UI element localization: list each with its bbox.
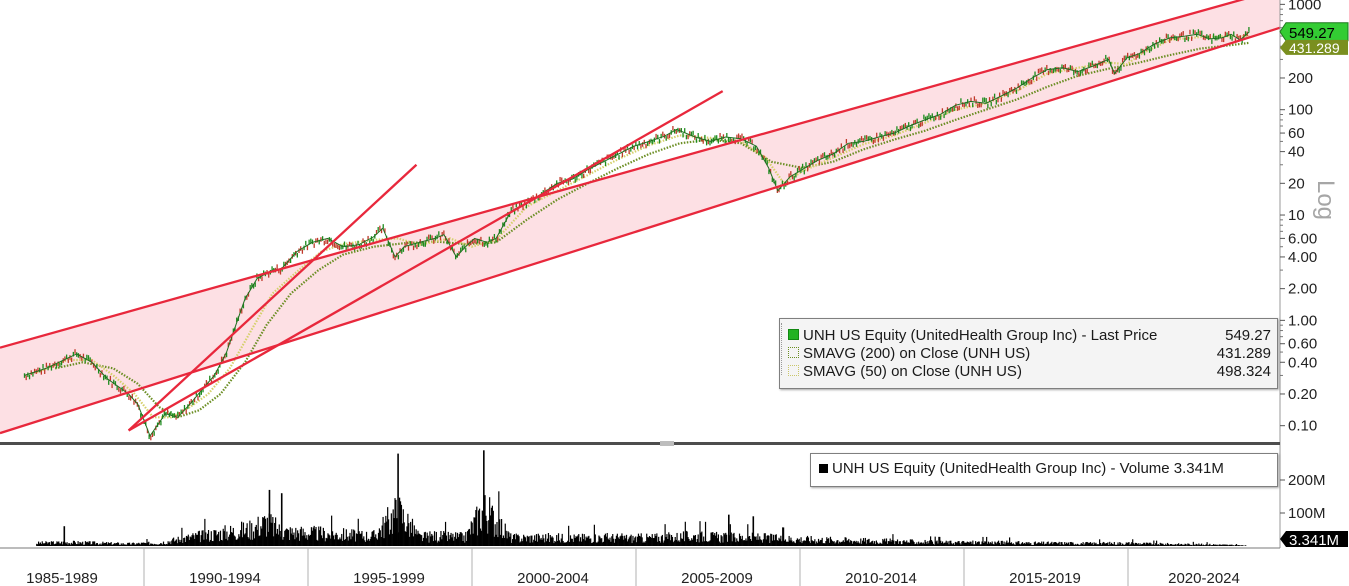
sma200-tag (1280, 39, 1348, 55)
price-y-tick-label: 20 (1288, 175, 1305, 192)
legend-row-volume: UNH US Equity (UnitedHealth Group Inc) -… (819, 460, 1271, 478)
channel-fill (0, 0, 1280, 434)
legend-swatch-last-price (788, 329, 799, 340)
price-line (24, 31, 1250, 437)
price-y-tick-label: 0.40 (1288, 354, 1317, 371)
price-y-tick-label: 40 (1288, 144, 1305, 161)
legend-value-last-price: 549.27 (1225, 327, 1271, 344)
last-volume-tag (1280, 531, 1348, 547)
volume-y-tick-label: 100M (1288, 505, 1326, 522)
legend-value-sma50: 498.324 (1216, 363, 1271, 380)
price-legend[interactable]: UNH US Equity (UnitedHealth Group Inc) -… (779, 318, 1278, 389)
price-y-tick-label: 6.00 (1288, 230, 1317, 247)
legend-swatch-sma50 (788, 365, 799, 376)
legend-row-sma50: SMAVG (50) on Close (UNH US) 498.324 (788, 363, 1271, 381)
sma200-tag-label: 431.289 (1289, 40, 1340, 56)
panel-divider (0, 442, 1280, 445)
channel-upper-line (0, 0, 1245, 349)
legend-row-sma200: SMAVG (200) on Close (UNH US) 431.289 (788, 345, 1271, 363)
panel-divider-grip (660, 441, 674, 446)
price-y-tick-label: 10 (1288, 207, 1305, 224)
trendline-1 (127, 163, 418, 432)
last-price-tag (1279, 22, 1349, 42)
legend-value-sma200: 431.289 (1216, 345, 1271, 362)
price-y-tick-label: 4.00 (1288, 249, 1317, 266)
price-y-tick-label: 60 (1288, 125, 1305, 142)
last-price-tag-label: 549.27 (1289, 25, 1335, 42)
legend-swatch-volume (819, 464, 828, 473)
price-y-tick-label: 0.10 (1288, 418, 1317, 435)
x-tick-label: 2000-2004 (517, 570, 589, 586)
channel-lower-line (0, 26, 1280, 435)
volume-bars (36, 491, 1247, 546)
legend-label-sma200: SMAVG (200) on Close (UNH US) (803, 345, 1031, 362)
x-tick-label: 2010-2014 (845, 570, 917, 586)
legend-label-volume: UNH US Equity (UnitedHealth Group Inc) -… (832, 460, 1224, 477)
price-y-tick-label: 2.00 (1288, 281, 1317, 298)
legend-label-sma50: SMAVG (50) on Close (UNH US) (803, 363, 1022, 380)
x-tick-label: 2015-2019 (1009, 570, 1081, 586)
trendline-2 (128, 90, 724, 432)
log-axis-label: Log (1312, 180, 1339, 220)
price-y-tick-label: 200 (1288, 70, 1313, 87)
volume-y-tick-label: 200M (1288, 472, 1326, 489)
legend-tree-connector (781, 323, 788, 375)
x-tick-label: 2005-2009 (681, 570, 753, 586)
x-tick-label: 1990-1994 (189, 570, 261, 586)
volume-legend[interactable]: UNH US Equity (UnitedHealth Group Inc) -… (810, 453, 1278, 487)
legend-row-last-price: UNH US Equity (UnitedHealth Group Inc) -… (788, 327, 1271, 345)
legend-label-last-price: UNH US Equity (UnitedHealth Group Inc) -… (803, 327, 1158, 344)
x-tick-label: 2020-2024 (1168, 570, 1240, 586)
x-tick-label: 1985-1989 (26, 570, 98, 586)
legend-swatch-sma200 (788, 347, 799, 358)
price-y-tick-label: 0.20 (1288, 386, 1317, 403)
price-y-tick-label: 100 (1288, 102, 1313, 119)
last-volume-tag-label: 3.341M (1289, 532, 1339, 549)
price-y-tick-label: 0.60 (1288, 336, 1317, 353)
price-y-tick-label: 1000 (1288, 0, 1321, 13)
price-y-tick-label: 1.00 (1288, 312, 1317, 329)
x-tick-label: 1995-1999 (353, 570, 425, 586)
